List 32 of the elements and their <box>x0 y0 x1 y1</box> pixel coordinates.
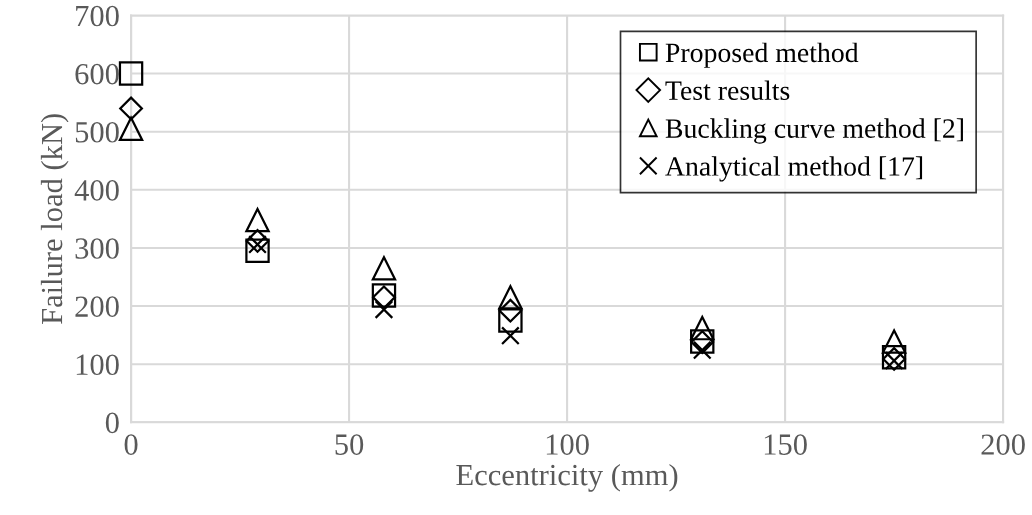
x-tick-label: 200 <box>981 434 1025 455</box>
point <box>245 207 270 233</box>
y-tick-label: 400 <box>74 180 119 201</box>
point <box>118 61 144 86</box>
y-tick-label: 500 <box>75 121 119 143</box>
x-tick-label: 0 <box>124 434 138 455</box>
y-tick-label: 600 <box>75 63 119 85</box>
y-tick-label: 700 <box>76 5 119 27</box>
x-tick-label: 100 <box>546 434 589 455</box>
point <box>374 300 394 319</box>
point <box>498 308 523 333</box>
point <box>498 285 523 310</box>
point <box>371 256 397 281</box>
legend-label: Analytical method [17] <box>665 156 923 182</box>
x-tick-label: 50 <box>335 434 364 455</box>
point <box>500 326 520 346</box>
point <box>690 315 715 341</box>
x-tick-label: 150 <box>764 434 807 455</box>
x-axis-title: Eccentricity (mm) <box>456 463 678 492</box>
legend-label: Proposed method <box>665 42 859 68</box>
point <box>119 96 143 121</box>
y-tick-label: 200 <box>75 296 119 317</box>
y-axis-title: Failure load (kN) <box>40 114 69 325</box>
y-tick-label: 0 <box>105 412 119 434</box>
legend-label: Test results <box>665 80 790 101</box>
y-tick-label: 100 <box>76 354 119 376</box>
y-tick-label: 300 <box>75 238 119 259</box>
point <box>118 116 144 142</box>
point <box>498 298 523 323</box>
point <box>881 329 907 354</box>
point <box>245 238 270 264</box>
legend-label: Buckling curve method [2] <box>665 118 963 144</box>
